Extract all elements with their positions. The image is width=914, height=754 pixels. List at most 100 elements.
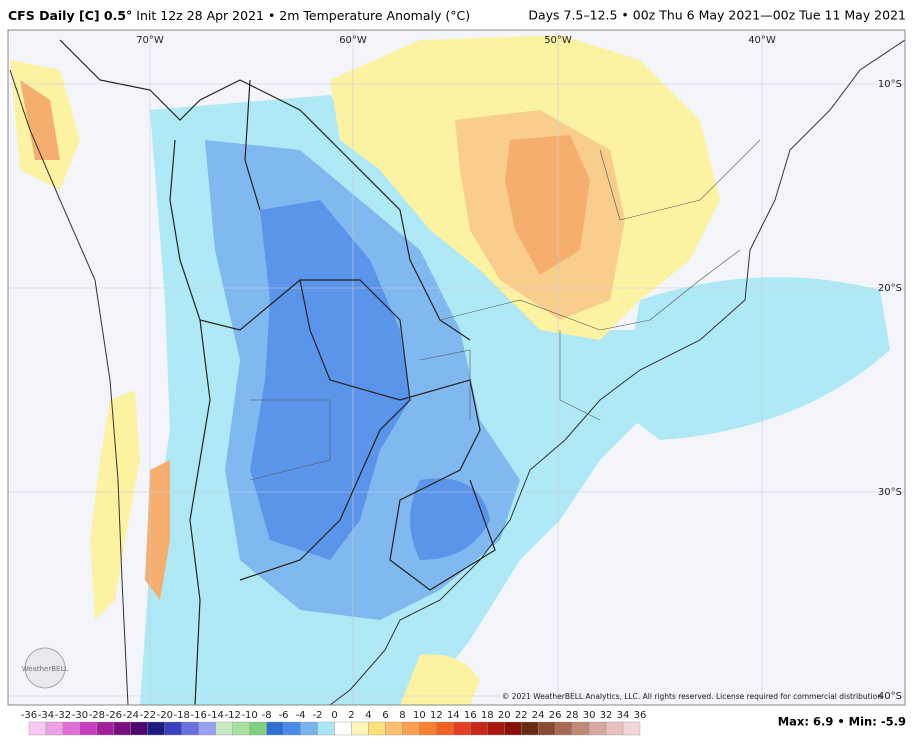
colorbar-label: -22 xyxy=(140,710,156,721)
colorbar-label: 24 xyxy=(532,710,545,721)
map-frame xyxy=(7,29,906,706)
colorbar-label: -30 xyxy=(72,710,88,721)
lat-label: 10°S xyxy=(878,79,902,90)
colorbar-swatch xyxy=(520,721,539,736)
colorbar-swatch xyxy=(198,721,216,736)
colorbar-label: -32 xyxy=(55,710,71,721)
colorbar: -36 -34 -32 -30 -28 -26 -24 -22 -20 -18 -16 -14 -12-… xyxy=(21,710,647,736)
colorbar-label: 22 xyxy=(515,710,528,721)
title-bold: CFS Daily [C] 0.5° xyxy=(8,8,132,23)
graticule xyxy=(8,30,905,705)
colorbar-swatch xyxy=(317,721,335,736)
colorbar-swatch xyxy=(504,721,522,736)
colorbar-swatch xyxy=(249,721,267,736)
colorbar-label: -36 xyxy=(21,710,37,721)
lon-labels: 70°W 60°W 50°W 40°W xyxy=(136,35,776,46)
colorbar-label: 16 xyxy=(464,710,477,721)
colorbar-label: -6 xyxy=(279,710,289,721)
andes-warmer xyxy=(145,460,170,600)
colorbar-label: 4 xyxy=(365,710,371,721)
lon-label: 40°W xyxy=(748,35,776,46)
colorbar-label: 32 xyxy=(600,710,613,721)
colorbar-swatch xyxy=(588,721,607,736)
colorbar-label: -12 xyxy=(224,710,240,721)
lon-label: 70°W xyxy=(136,35,164,46)
colorbar-swatch xyxy=(571,721,590,736)
colorbar-swatch xyxy=(470,721,488,736)
colorbar-swatch xyxy=(453,721,471,736)
colorbar-label: -20 xyxy=(157,710,173,721)
colorbar-label: -8 xyxy=(262,710,272,721)
colorbar-swatch xyxy=(96,721,115,736)
colorbar-label: 6 xyxy=(382,710,388,721)
andes-warm xyxy=(90,390,140,620)
logo-circle xyxy=(24,647,66,689)
anomaly-ocean-cool xyxy=(620,277,890,440)
colorbar-swatch xyxy=(130,721,149,736)
colorbar-swatch xyxy=(181,721,199,736)
lat-label: 20°S xyxy=(878,283,902,294)
colorbar-swatch xyxy=(113,721,132,736)
colorbar-swatch xyxy=(487,721,505,736)
colorbar-swatch xyxy=(45,721,64,736)
colorbar-swatch xyxy=(605,721,624,736)
colorbar-label: 12 xyxy=(430,710,443,721)
colorbar-swatch xyxy=(368,721,386,736)
colorbar-label: 30 xyxy=(583,710,596,721)
colorbar-label: 8 xyxy=(399,710,405,721)
south-warm xyxy=(400,654,480,705)
coastlines xyxy=(9,39,905,705)
colorbar-swatch xyxy=(147,721,165,736)
colorbar-label: 0 xyxy=(331,710,337,721)
colorbar-swatch xyxy=(537,721,556,736)
colorbar-swatch xyxy=(232,721,250,736)
max-min: Max: 6.9 • Min: -5.9 xyxy=(778,715,906,729)
colorbar-swatch xyxy=(554,721,573,736)
colorbar-swatch xyxy=(436,721,454,736)
lat-labels: 10°S 20°S 30°S 40°S xyxy=(878,79,902,702)
colorbar-swatch xyxy=(402,721,420,736)
colorbar-label: 10 xyxy=(413,710,426,721)
colorbar-swatch xyxy=(62,721,81,736)
colorbar-label: -34 xyxy=(38,710,54,721)
colorbar-label: -16 xyxy=(191,710,207,721)
colorbar-swatch xyxy=(334,721,352,736)
colorbar-swatch xyxy=(300,721,318,736)
colorbar-label: -24 xyxy=(123,710,139,721)
colorbar-label: -14 xyxy=(208,710,224,721)
colorbar-label: 36 xyxy=(634,710,647,721)
colorbar-swatch xyxy=(215,721,233,736)
state-borders xyxy=(249,139,761,481)
copyright: © 2021 WeatherBELL Analytics, LLC. All r… xyxy=(502,692,882,701)
colorbar-label: 14 xyxy=(447,710,460,721)
colorbar-label: -4 xyxy=(296,710,306,721)
colorbar-label: 20 xyxy=(498,710,511,721)
logo: WeatherBELL xyxy=(22,665,69,673)
lon-label: 60°W xyxy=(339,35,367,46)
colorbar-label: -2 xyxy=(313,710,323,721)
lat-label: 30°S xyxy=(878,487,902,498)
colorbar-swatch xyxy=(266,721,284,736)
lon-label: 50°W xyxy=(544,35,572,46)
colorbar-label: 28 xyxy=(566,710,579,721)
colorbar-swatch xyxy=(79,721,98,736)
borders xyxy=(59,39,496,705)
anomaly-cold-east xyxy=(410,478,490,560)
anomaly-warmest xyxy=(505,135,590,275)
colorbar-swatch xyxy=(622,721,641,736)
colorbar-swatch xyxy=(28,721,47,736)
north-andes-warmer xyxy=(20,80,60,160)
map: 70°W 60°W 50°W 40°W 10°S 20°S 30°S 40°S … xyxy=(7,29,906,706)
colorbar-swatch xyxy=(283,721,301,736)
period: Days 7.5–12.5 • 00z Thu 6 May 2021—00z T… xyxy=(528,8,906,23)
title: CFS Daily [C] 0.5° Init 12z 28 Apr 2021 •… xyxy=(8,8,470,23)
colorbar-swatch xyxy=(419,721,437,736)
colorbar-swatch xyxy=(351,721,369,736)
colorbar-swatch xyxy=(385,721,403,736)
colorbar-label: -26 xyxy=(106,710,122,721)
title-rest: Init 12z 28 Apr 2021 • 2m Temperature An… xyxy=(136,8,470,23)
colorbar-label: 34 xyxy=(617,710,630,721)
colorbar-label: 18 xyxy=(481,710,494,721)
colorbar-swatch xyxy=(164,721,182,736)
